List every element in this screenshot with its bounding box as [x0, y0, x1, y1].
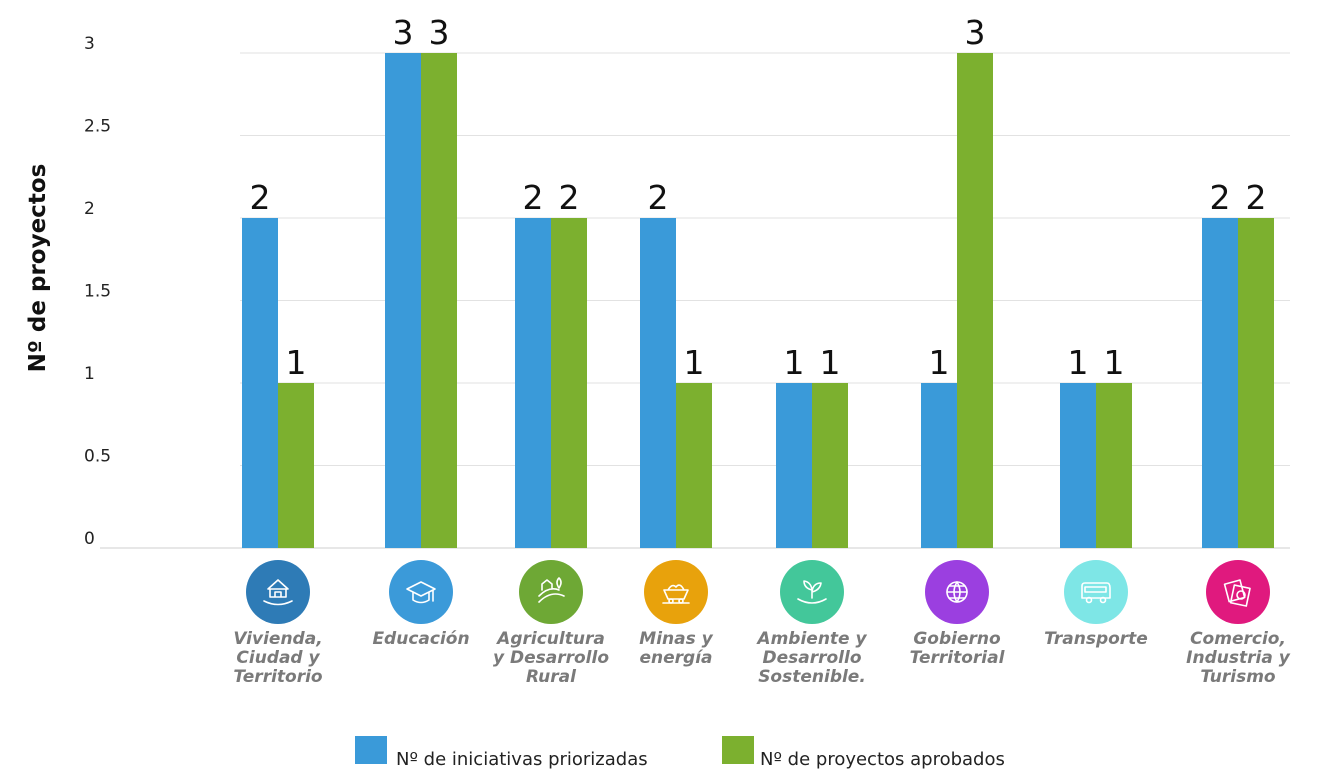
y-tick-label: 2.5	[84, 117, 111, 137]
data-label: 2	[648, 178, 669, 217]
data-label: 2	[250, 178, 271, 217]
data-label: 1	[820, 343, 841, 382]
y-tick-label: 1	[84, 364, 95, 384]
legend-entry: Nº de iniciativas priorizadas	[396, 749, 648, 770]
y-tick-label: 1.5	[84, 282, 111, 302]
bar	[640, 218, 676, 548]
data-label: 2	[1210, 178, 1231, 217]
category-labels: Vivienda, Ciudad y Territorio Educación Agri…	[233, 629, 1290, 687]
data-label: 1	[929, 343, 950, 382]
data-label: 2	[523, 178, 544, 217]
category-icons	[246, 560, 1270, 624]
y-tick-label: 0	[84, 529, 95, 549]
graduation-cap-icon	[389, 560, 453, 624]
bar	[1202, 218, 1238, 548]
bar	[776, 383, 812, 548]
category-label: Educación	[372, 629, 469, 649]
plant-hand-icon	[780, 560, 844, 624]
bus-icon	[1064, 560, 1128, 624]
data-label: 1	[1068, 343, 1089, 382]
farm-icon	[519, 560, 583, 624]
data-label: 3	[965, 13, 986, 52]
legend-swatch	[355, 736, 387, 764]
y-tick-label: 3	[84, 34, 95, 54]
data-label: 2	[559, 178, 580, 217]
y-tick-label: 2	[84, 199, 95, 219]
data-label: 1	[286, 343, 307, 382]
y-tick-label: 0.5	[84, 447, 111, 467]
bar	[921, 383, 957, 548]
legend-entry: Nº de proyectos aprobados	[760, 749, 1005, 770]
data-label: 1	[1104, 343, 1125, 382]
data-label: 3	[393, 13, 414, 52]
bar	[278, 383, 314, 548]
bar	[515, 218, 551, 548]
category-label: Minas y energía	[639, 629, 713, 668]
photos-icon	[1206, 560, 1270, 624]
bar	[812, 383, 848, 548]
y-axis-label: Nº de proyectos	[25, 164, 51, 373]
data-label: 2	[1246, 178, 1267, 217]
globe-icon	[925, 560, 989, 624]
data-label: 1	[784, 343, 805, 382]
bar	[957, 53, 993, 548]
data-label: 3	[429, 13, 450, 52]
house-hand-icon	[246, 560, 310, 624]
category-label: Ambiente y Desarrollo Sostenible.	[755, 629, 867, 687]
bar	[1238, 218, 1274, 548]
category-label: Agricultura y Desarrollo Rural	[493, 629, 609, 687]
bar	[551, 218, 587, 548]
mining-cart-icon	[644, 560, 708, 624]
legend-swatch	[722, 736, 754, 764]
bar	[676, 383, 712, 548]
bar	[385, 53, 421, 548]
bar	[1096, 383, 1132, 548]
bar	[421, 53, 457, 548]
category-label: Transporte	[1044, 629, 1148, 649]
bars	[242, 53, 1274, 548]
legend: Nº de iniciativas priorizadas Nº de proye…	[355, 736, 1005, 770]
category-label: Vivienda, Ciudad y Territorio	[233, 629, 323, 687]
data-label: 1	[684, 343, 705, 382]
y-axis-ticks: 0 0.5 1 1.5 2 2.5 3	[84, 34, 111, 549]
bar	[242, 218, 278, 548]
bar	[1060, 383, 1096, 548]
category-label: Comercio, Industria y Turismo	[1186, 629, 1291, 687]
category-label: Gobierno Territorial	[910, 629, 1006, 668]
